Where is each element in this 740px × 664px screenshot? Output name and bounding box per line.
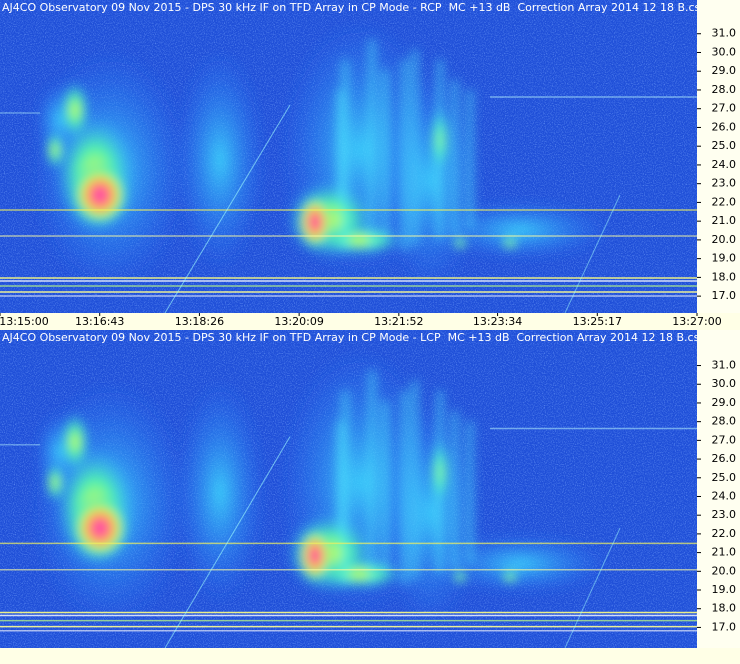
y-tick-label: 28.0 [712,83,737,96]
y-tick-label: 25.0 [712,471,737,484]
spectrogram-features [30,20,610,290]
y-tick-label: 28.0 [712,415,737,428]
signal-streak [342,60,348,250]
x-tick-label: 13:15:00 [0,315,49,328]
signal-streak [402,390,408,584]
signal-region [430,200,610,260]
signal-region [452,236,468,250]
signal-region [500,236,520,250]
y-tick-label: 18.0 [712,602,737,615]
signal-region [297,527,333,584]
y-tick-label: 31.0 [712,27,737,40]
x-tick-label: 13:25:17 [573,315,622,328]
y-tick-label: 30.0 [712,377,737,390]
sweep-line [164,104,291,314]
signal-region [430,533,610,595]
signal-streak [452,80,458,235]
signal-region [70,163,130,227]
y-tick-label: 24.0 [712,158,737,171]
signal-streak [452,411,458,569]
spectrogram-features [30,350,610,625]
y-tick-label: 22.0 [712,527,737,540]
y-tick-label: 17.0 [712,289,737,302]
y-axis-area [697,0,740,313]
signal-region [175,50,265,270]
spectrogram-panel: AJ4CO Observatory 09 Nov 2015 - DPS 30 k… [0,330,740,649]
y-tick-label: 18.0 [712,270,737,283]
signal-streak [412,50,418,245]
signal-streak [337,90,343,200]
signal-region [175,380,265,605]
y-tick-label: 24.0 [712,489,737,502]
y-tick-label: 19.0 [712,583,737,596]
x-tick-label: 13:27:00 [672,315,721,328]
y-tick-label: 19.0 [712,252,737,265]
y-tick-label: 29.0 [712,64,737,77]
y-tick-label: 21.0 [712,214,737,227]
y-tick-label: 23.0 [712,177,737,190]
y-tick-label: 27.0 [712,433,737,446]
signal-region [70,495,130,561]
x-tick-label: 13:20:09 [274,315,323,328]
x-tick-label: 13:21:52 [374,315,423,328]
y-tick-label: 22.0 [712,195,737,208]
signal-region [45,462,65,503]
signal-streak [382,70,388,240]
signal-region [60,80,90,140]
y-tick-label: 20.0 [712,233,737,246]
y-tick-label: 27.0 [712,102,737,115]
signal-streak [369,40,375,250]
y-tick-label: 30.0 [712,45,737,58]
signal-streak [437,60,443,240]
signal-streak [342,390,348,584]
signal-streak [382,401,388,574]
spectrogram-panel: AJ4CO Observatory 09 Nov 2015 - DPS 30 k… [0,0,740,328]
sweep-line [564,194,621,314]
signal-streak [412,380,418,579]
y-tick-label: 29.0 [712,396,737,409]
x-tick-label: 13:18:26 [175,315,224,328]
signal-streak [337,421,343,534]
y-tick-label: 23.0 [712,508,737,521]
signal-streak [369,370,375,584]
signal-streak [402,60,408,250]
sweep-line [564,527,621,649]
y-tick-label: 26.0 [712,452,737,465]
x-tick-label: 13:23:34 [473,315,522,328]
y-tick-label: 31.0 [712,359,737,372]
signal-region [452,569,468,584]
y-tick-label: 21.0 [712,546,737,559]
signal-region [380,401,480,625]
signal-streak [437,390,443,574]
signal-region [60,411,90,473]
chart-title: AJ4CO Observatory 09 Nov 2015 - DPS 30 k… [2,1,740,14]
y-tick-label: 20.0 [712,564,737,577]
signal-streak [467,421,473,564]
y-axis-area [697,330,740,648]
signal-region [500,569,520,584]
signal-region [380,70,480,290]
y-tick-label: 17.0 [712,620,737,633]
y-tick-label: 25.0 [712,139,737,152]
sweep-line [164,436,291,649]
signal-region [297,194,333,250]
signal-region [45,130,65,170]
y-tick-label: 26.0 [712,120,737,133]
chart-title: AJ4CO Observatory 09 Nov 2015 - DPS 30 k… [2,331,740,344]
x-tick-label: 13:16:43 [75,315,124,328]
signal-streak [467,90,473,230]
